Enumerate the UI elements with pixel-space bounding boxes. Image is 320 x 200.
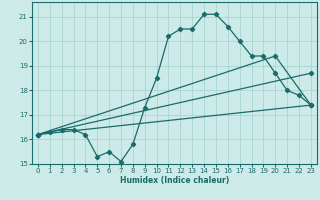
X-axis label: Humidex (Indice chaleur): Humidex (Indice chaleur) xyxy=(120,176,229,185)
